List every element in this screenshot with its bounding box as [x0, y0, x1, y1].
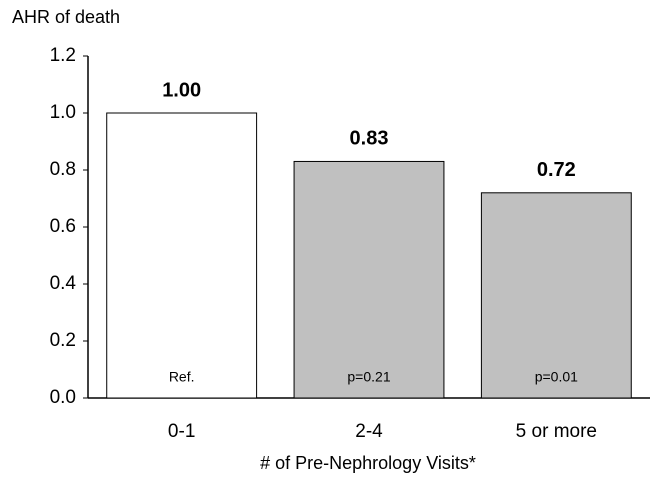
bar: [480, 192, 632, 399]
x-tick-label: 0-1: [168, 421, 195, 442]
y-tick-label: 0.8: [50, 159, 76, 180]
value-label: 0.72: [537, 159, 576, 181]
y-tick-label: 0.2: [50, 330, 76, 351]
bar-annotation: p=0.21: [347, 369, 390, 385]
value-label: 0.83: [350, 128, 389, 150]
y-tick-label: 0.4: [50, 273, 77, 294]
bar: [293, 160, 445, 399]
y-tick-label: 0.0: [50, 387, 76, 408]
y-tick-label: 0.6: [50, 216, 76, 237]
x-tick-label: 5 or more: [516, 421, 597, 442]
x-tick-label: 2-4: [355, 421, 383, 442]
y-tick-label: 1.2: [50, 45, 76, 66]
value-label: 1.00: [162, 79, 201, 101]
bar-annotation: p=0.01: [535, 369, 578, 385]
bar: [106, 112, 258, 399]
x-axis-label: # of Pre-Nephrology Visits*: [260, 453, 476, 473]
bar-annotation: Ref.: [169, 369, 195, 385]
y-axis-label: AHR of death: [12, 7, 120, 27]
y-tick-label: 1.0: [50, 102, 76, 123]
